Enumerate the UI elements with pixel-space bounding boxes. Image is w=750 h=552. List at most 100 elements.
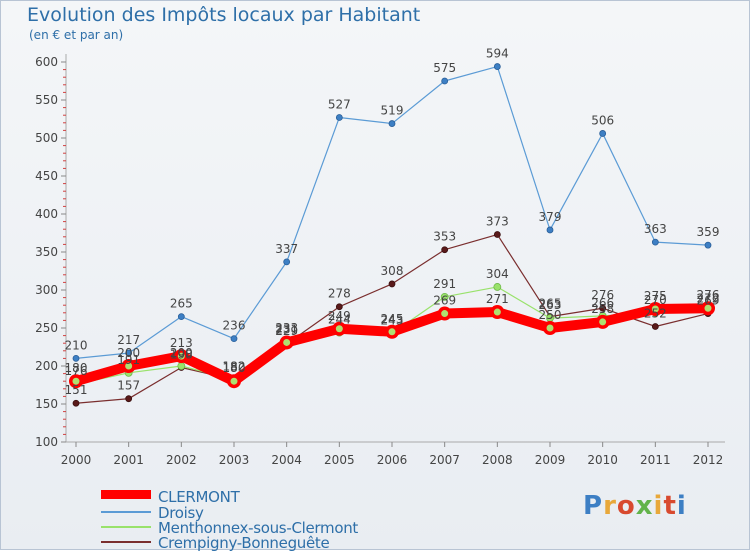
- data-label-droisy: 594: [486, 47, 509, 61]
- legend-swatch-menthonnex-sous-clermont: [101, 526, 151, 528]
- data-label-menthonnex-sous-clermont: 243: [381, 313, 404, 327]
- data-label-menthonnex-sous-clermont: 266: [591, 296, 614, 310]
- data-label-crempigny-bonneguete: 265: [539, 297, 562, 311]
- data-label-droisy: 379: [539, 210, 562, 224]
- data-label-crempigny-bonneguete: 157: [117, 379, 140, 393]
- data-point-menthonnex-sous-clermont: [493, 283, 502, 291]
- x-tick-label: 2008: [482, 453, 513, 467]
- legend-label-menthonnex-sous-clermont: Menthonnex-sous-Clermont: [158, 519, 358, 537]
- axes: 100 150 200 250 300 350 400 450 500 550 600 2000 200…: [35, 54, 725, 467]
- data-point-clermont: [704, 304, 712, 312]
- data-label-droisy: 265: [170, 297, 193, 311]
- data-label-clermont: 180: [65, 361, 88, 375]
- data-point-clermont: [546, 324, 554, 332]
- data-point-droisy: [546, 226, 554, 234]
- x-tick-label: 2005: [324, 453, 355, 467]
- data-point-droisy: [177, 313, 185, 321]
- data-point-crempigny-bonneguete: [599, 304, 607, 312]
- data-point-crempigny-bonneguete: [493, 231, 501, 238]
- data-label-droisy: 359: [697, 225, 720, 239]
- data-label-droisy: 519: [381, 104, 404, 118]
- legend-label-droisy: Droisy: [158, 504, 204, 522]
- data-label-clermont: 271: [486, 292, 509, 306]
- data-label-clermont: 250: [539, 308, 562, 322]
- x-tick-label: 2003: [219, 453, 250, 467]
- data-label-clermont: 245: [381, 312, 404, 326]
- data-point-droisy: [125, 349, 133, 357]
- data-label-clermont: 180: [223, 361, 246, 375]
- x-tick-label: 2006: [377, 453, 408, 467]
- data-point-droisy: [230, 335, 238, 343]
- y-tick-label: 450: [35, 169, 58, 183]
- data-label-crempigny-bonneguete: 182: [223, 360, 246, 374]
- data-label-droisy: 337: [275, 242, 298, 256]
- data-point-droisy: [599, 130, 607, 137]
- x-tick-label: 2010: [587, 453, 618, 467]
- chart-subtitle: (en € et par an): [29, 28, 124, 42]
- logo-letter: t: [663, 491, 677, 521]
- data-point-clermont: [283, 338, 291, 346]
- data-point-droisy: [388, 120, 396, 127]
- y-tick-label: 350: [35, 245, 58, 259]
- legend-swatch-crempigny-bonneguete: [101, 541, 151, 543]
- data-label-clermont: 249: [328, 309, 351, 323]
- data-point-crempigny-bonneguete: [72, 399, 80, 407]
- logo-letter: i: [676, 491, 687, 521]
- y-tick-label: 600: [35, 55, 58, 69]
- data-point-menthonnex-sous-clermont: [177, 362, 186, 370]
- data-label-crempigny-bonneguete: 276: [591, 288, 614, 302]
- legend-swatch-clermont: [101, 490, 151, 499]
- data-label-clermont: 231: [275, 322, 298, 336]
- data-label-droisy: 527: [328, 97, 351, 111]
- data-label-droisy: 210: [65, 338, 88, 352]
- logo-letter: x: [635, 491, 654, 521]
- data-point-clermont: [230, 377, 238, 385]
- data-point-clermont: [441, 310, 449, 318]
- data-point-crempigny-bonneguete: [388, 280, 396, 288]
- legend-label-crempigny-bonneguete: Crempigny-Bonneguête: [158, 534, 330, 552]
- y-tick-label: 400: [35, 207, 58, 221]
- data-label-crempigny-bonneguete: 198: [170, 348, 193, 362]
- legend-swatch-droisy: [101, 511, 151, 513]
- proxiti-logo: Proxiti: [583, 491, 687, 521]
- data-point-droisy: [283, 258, 291, 266]
- data-label-clermont: 269: [433, 294, 456, 308]
- data-label-menthonnex-sous-clermont: 291: [433, 277, 456, 291]
- data-label-menthonnex-sous-clermont: 270: [644, 293, 667, 307]
- data-point-crempigny-bonneguete: [651, 323, 659, 330]
- x-tick-label: 2001: [113, 453, 144, 467]
- data-point-crempigny-bonneguete: [125, 395, 133, 403]
- data-point-clermont: [599, 318, 607, 326]
- x-tick-label: 2012: [693, 453, 724, 467]
- data-label-menthonnex-sous-clermont: 182: [223, 360, 246, 374]
- data-label-clermont: 275: [644, 289, 667, 303]
- data-point-clermont: [72, 377, 80, 385]
- data-point-clermont: [493, 308, 501, 316]
- data-point-clermont: [125, 362, 133, 370]
- y-tick-label: 550: [35, 93, 58, 107]
- data-label-crempigny-bonneguete: 308: [381, 264, 404, 278]
- logo-letter: i: [653, 491, 664, 521]
- x-tick-label: 2000: [61, 453, 92, 467]
- data-point-crempigny-bonneguete: [335, 303, 343, 311]
- data-label-clermont: 258: [591, 302, 614, 316]
- data-label-clermont: 200: [117, 346, 140, 360]
- data-label-droisy: 363: [644, 222, 667, 236]
- x-tick-label: 2004: [271, 453, 302, 467]
- data-label-menthonnex-sous-clermont: 233: [275, 321, 298, 335]
- data-label-crempigny-bonneguete: 269: [697, 294, 720, 308]
- data-point-droisy: [335, 114, 343, 121]
- data-label-clermont: 213: [170, 336, 193, 350]
- y-tick-label: 300: [35, 283, 58, 297]
- data-label-menthonnex-sous-clermont: 244: [328, 313, 351, 327]
- data-label-menthonnex-sous-clermont: 200: [170, 346, 193, 360]
- data-point-droisy: [651, 238, 659, 246]
- y-tick-label: 100: [35, 435, 58, 449]
- data-label-crempigny-bonneguete: 252: [644, 306, 667, 320]
- logo-letter: P: [583, 491, 604, 521]
- y-tick-label: 150: [35, 397, 58, 411]
- legend-label-clermont: CLERMONT: [158, 488, 240, 506]
- logo-letter: o: [616, 491, 636, 521]
